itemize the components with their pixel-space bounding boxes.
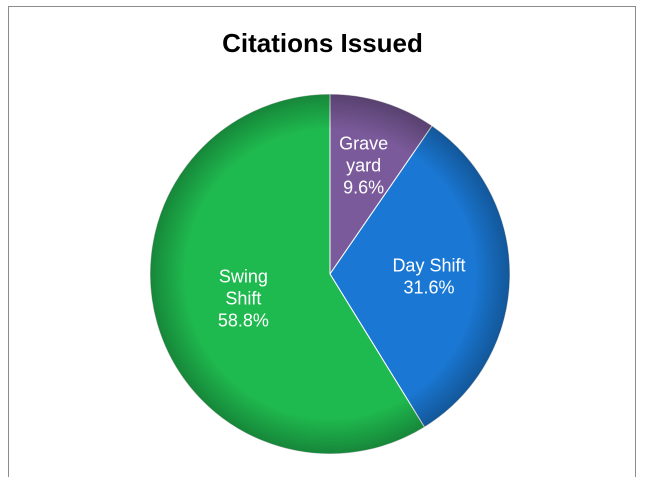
- slice-label-line: Grave: [339, 134, 388, 154]
- slice-label-2: Swing Shift 58.8%: [218, 267, 269, 331]
- slice-label-line: Shift: [225, 289, 261, 309]
- slice-label-line: 31.6%: [403, 277, 454, 297]
- slice-label-1: Day Shift 31.6%: [392, 255, 465, 297]
- slice-label-line: Swing: [219, 267, 268, 287]
- chart-title: Citations Issued: [222, 28, 423, 58]
- slice-label-line: 58.8%: [218, 311, 269, 331]
- slice-label-0: Grave yard 9.6%: [339, 134, 388, 198]
- slice-label-line: Day Shift: [392, 255, 465, 275]
- slice-label-line: yard: [346, 156, 381, 176]
- slice-label-line: 9.6%: [343, 178, 384, 198]
